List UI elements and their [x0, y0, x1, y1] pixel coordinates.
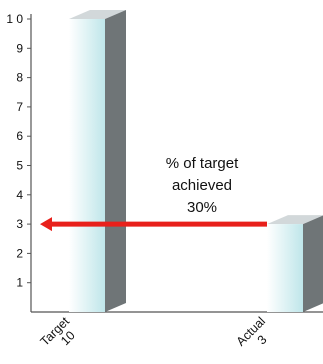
y-tick-label: 9 — [16, 41, 23, 55]
bar-actual-front — [267, 224, 303, 312]
category-label-target: Target 10 — [38, 314, 78, 349]
y-tick-label: 3 — [16, 217, 23, 231]
category-label-actual: Actual 3 — [234, 314, 270, 348]
bar-target-side — [105, 10, 126, 312]
y-tick-label: 1 — [16, 276, 23, 290]
category-label-actual-value: 3 — [255, 333, 270, 348]
y-axis-ticks: 1 0 9 8 7 6 5 4 3 2 1 — [6, 12, 31, 290]
annotation-line-2: achieved — [172, 177, 232, 194]
y-tick-label: 4 — [16, 188, 23, 202]
bar-actual — [267, 215, 323, 312]
annotation-line-3: 30% — [187, 199, 217, 216]
annotation-line-1: % of target — [166, 155, 239, 172]
bar-actual-top — [267, 215, 323, 225]
y-tick-label: 2 — [16, 246, 23, 260]
y-tick-label: 8 — [16, 71, 23, 85]
y-tick-label: 7 — [16, 100, 23, 114]
y-tick-label: 1 0 — [6, 12, 23, 26]
bar-target-top — [69, 10, 126, 19]
y-tick-label: 5 — [16, 159, 23, 173]
bar-target-front — [69, 19, 105, 312]
arrow-head — [40, 217, 52, 232]
annotation-arrow — [40, 217, 267, 232]
y-tick-label: 6 — [16, 129, 23, 143]
bar-target — [69, 10, 126, 312]
bar-actual-side — [303, 215, 323, 312]
